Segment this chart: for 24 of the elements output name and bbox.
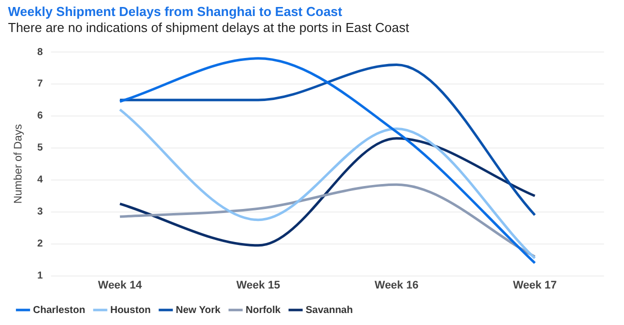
x-tick-label: Week 14: [98, 279, 143, 292]
x-tick-label: Week 17: [512, 279, 557, 292]
y-tick-label: 3: [37, 206, 44, 218]
x-tick-label: Week 15: [236, 279, 280, 292]
y-axis-title: Number of Days: [12, 124, 25, 204]
y-tick-label: 6: [37, 110, 44, 122]
line-series: [118, 57, 536, 264]
y-tick-label: 5: [37, 142, 44, 154]
legend-label: New York: [176, 304, 221, 316]
x-tick-label: Week 16: [374, 279, 418, 292]
y-tick-label: 4: [37, 174, 44, 186]
y-tick-label: 1: [37, 270, 44, 282]
y-tick-label: 7: [37, 78, 44, 90]
y-tick-label: 2: [37, 238, 44, 250]
chart-subtitle: There are no indications of shipment delays at the ports in East Coast: [8, 20, 410, 35]
chart-title: Weekly Shipment Delays from Shanghai to East Coast: [8, 4, 342, 19]
line-series: [118, 137, 536, 247]
line-series: [118, 108, 536, 260]
line-series: [118, 183, 536, 258]
legend-label: Norfolk: [246, 304, 282, 316]
y-tick-label: 8: [37, 46, 44, 58]
legend-label: Charleston: [33, 304, 86, 316]
legend-label: Houston: [110, 304, 151, 316]
legend-label: Savannah: [306, 304, 353, 316]
